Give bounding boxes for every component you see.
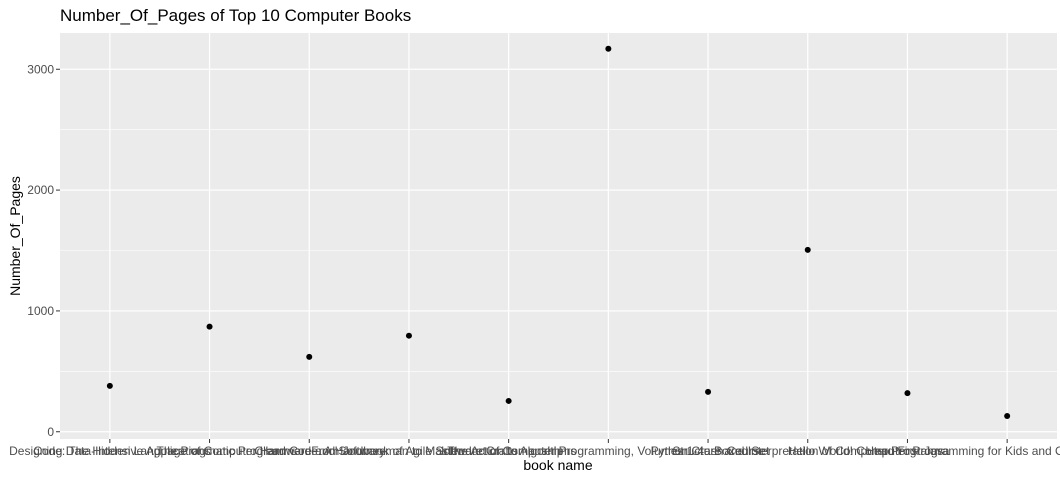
x-axis: Designing Data-Intensive ApplicationsCod… (9, 439, 1060, 458)
major-gridlines (60, 33, 1057, 439)
x-tick-label: Designing Data-Intensive Applications (9, 444, 210, 458)
y-tick-label: 1000 (27, 304, 54, 318)
x-tick-label: The Pragmatic Programmer: From Journeyma… (157, 444, 462, 458)
y-axis: 0 1000 2000 3000 (27, 62, 60, 439)
y-tick-label: 2000 (27, 183, 54, 197)
data-point (605, 45, 612, 52)
y-axis-title: Number_Of_Pages (7, 176, 23, 296)
data-point (306, 353, 313, 360)
x-tick-label: Hello World! Computer Programming for Ki… (788, 444, 1060, 458)
x-tick-label: Head First Java (865, 444, 949, 458)
data-point (505, 397, 512, 404)
data-point (804, 246, 811, 253)
data-point (206, 323, 213, 330)
data-point (106, 382, 113, 389)
data-point (705, 388, 712, 395)
data-point (1004, 413, 1011, 420)
y-tick-label: 0 (47, 425, 54, 439)
data-points (106, 45, 1011, 420)
x-tick-label: Clean Code: A Handbook of Agile Software… (255, 444, 564, 458)
data-point (904, 390, 911, 397)
y-tick-label: 3000 (27, 62, 54, 76)
x-tick-label: Introduction to Algorithms (441, 444, 576, 458)
data-point (405, 332, 412, 339)
chart-title: Number_Of_Pages of Top 10 Computer Books (60, 6, 412, 25)
x-tick-label: Structure and Interpretation of Computer… (672, 444, 943, 458)
x-axis-title: book name (523, 457, 592, 473)
x-tick-label: Code: The Hidden Language of Computer Ha… (33, 444, 386, 458)
minor-gridlines (60, 129, 1057, 372)
x-tick-label: Python Crash Course (651, 444, 766, 458)
x-tick-label: The Art of Computer Programming, Volumes… (447, 444, 770, 458)
